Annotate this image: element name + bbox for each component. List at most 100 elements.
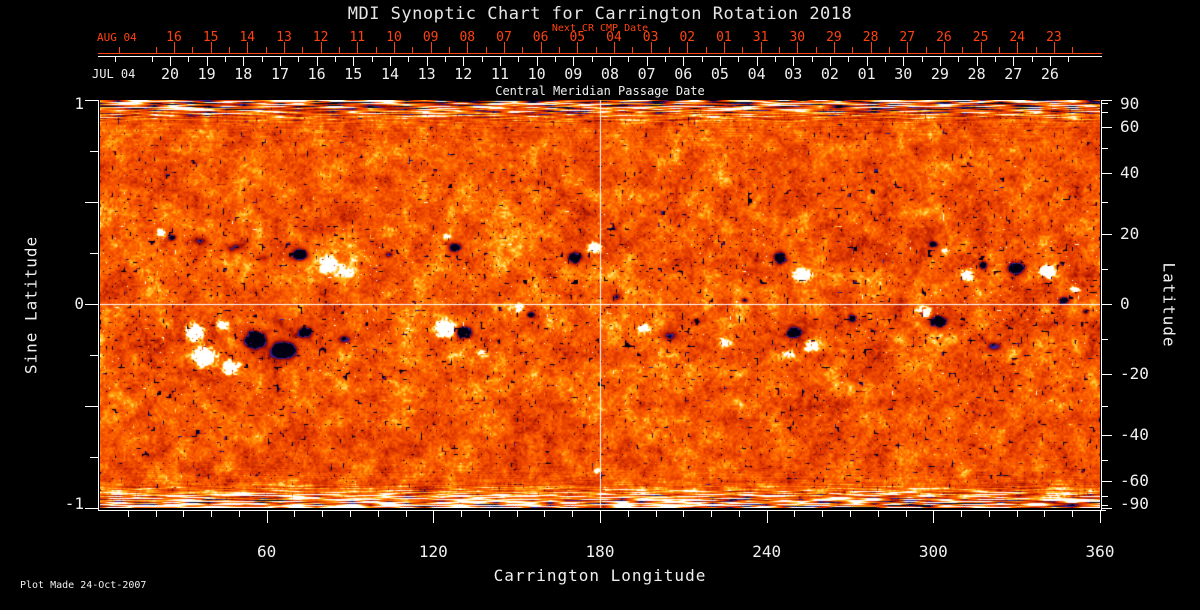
next-cr-minor-tick <box>596 47 597 53</box>
next-cr-tick-label: 01 <box>716 30 732 45</box>
cmp-minor-tick <box>702 56 703 62</box>
longitude-major-tick <box>433 510 434 523</box>
next-cr-tick-label: 03 <box>642 30 659 45</box>
cmp-tick-label: 03 <box>784 65 803 83</box>
next-cr-major-tick <box>981 42 982 53</box>
next-cr-major-tick <box>871 42 872 53</box>
longitude-minor-tick <box>489 510 490 517</box>
cmp-tick-label: 01 <box>857 65 876 83</box>
cmp-tick-label: 19 <box>197 65 216 83</box>
sine-lat-minor-tick <box>90 151 98 152</box>
sine-lat-major-tick <box>85 202 98 203</box>
cmp-tick-label: 15 <box>344 65 363 83</box>
sine-lat-tick-label: 1 <box>74 94 84 113</box>
next-cr-tick-label: 24 <box>1009 30 1026 45</box>
latitude-major-tick <box>1101 481 1112 482</box>
cmp-axis-title: Central Meridian Passage Date <box>495 84 705 98</box>
next-cr-tick-label: 30 <box>789 30 806 45</box>
longitude-tick-label: 360 <box>1085 542 1115 561</box>
longitude-minor-tick <box>961 510 962 517</box>
cmp-minor-tick <box>555 56 556 62</box>
next-cr-major-tick <box>357 42 358 53</box>
next-cr-major-tick <box>907 42 908 53</box>
cmp-minor-tick <box>885 56 886 62</box>
cmp-tick-label: 07 <box>637 65 656 83</box>
latitude-minor-tick <box>1101 496 1108 497</box>
latitude-major-tick <box>1101 374 1112 375</box>
longitude-minor-tick <box>517 510 518 517</box>
cmp-major-tick <box>243 56 244 66</box>
cmp-tick-label: 16 <box>307 65 326 83</box>
cmp-major-tick <box>427 56 428 66</box>
next-cr-month-label: AUG 04 <box>97 31 137 44</box>
longitude-minor-tick <box>850 510 851 517</box>
next-cr-minor-tick <box>266 47 267 53</box>
latitude-major-tick <box>1101 173 1112 174</box>
latitude-minor-tick <box>1101 406 1108 407</box>
next-cr-minor-tick <box>412 47 413 53</box>
latitude-tick-label: -20 <box>1120 363 1149 383</box>
sine-lat-minor-tick <box>90 253 98 254</box>
cmp-minor-tick <box>298 56 299 62</box>
next-cr-tick-label: 14 <box>239 30 256 45</box>
cmp-tick-label: 27 <box>1004 65 1023 83</box>
latitude-minor-tick <box>1101 148 1108 149</box>
next-cr-minor-tick <box>926 47 927 53</box>
cmp-minor-tick <box>738 56 739 62</box>
longitude-tick-label: 180 <box>585 542 615 561</box>
cmp-minor-tick <box>152 56 153 62</box>
next-cr-major-tick <box>394 42 395 53</box>
cmp-tick-label: 09 <box>564 65 583 83</box>
cmp-major-tick <box>317 56 318 66</box>
cmp-tick-label: 04 <box>747 65 766 83</box>
next-cr-tick-label: 06 <box>532 30 549 45</box>
cmp-minor-tick <box>922 56 923 62</box>
next-cr-minor-tick <box>156 47 157 53</box>
next-cr-major-tick <box>467 42 468 53</box>
next-cr-tick-label: 04 <box>606 30 622 45</box>
cmp-major-tick <box>903 56 904 66</box>
longitude-major-tick <box>933 510 934 523</box>
cmp-major-tick <box>683 56 684 66</box>
cmp-minor-tick <box>518 56 519 62</box>
next-cr-tick-label: 28 <box>862 30 879 45</box>
latitude-tick-label: -90 <box>1120 494 1149 513</box>
next-cr-tick-label: 11 <box>349 30 366 45</box>
cmp-minor-tick <box>335 56 336 62</box>
cmp-tick-label: 14 <box>380 65 399 83</box>
longitude-minor-tick <box>794 510 795 517</box>
next-cr-major-tick <box>797 42 798 53</box>
next-cr-major-tick <box>687 42 688 53</box>
longitude-tick-label: 300 <box>918 542 948 561</box>
next-cr-minor-tick <box>852 47 853 53</box>
cmp-tick-label: 20 <box>160 65 180 83</box>
next-cr-axis-line <box>98 53 1102 54</box>
next-cr-tick-label: 10 <box>386 30 402 45</box>
longitude-minor-tick <box>906 510 907 517</box>
next-cr-tick-label: 15 <box>202 30 219 45</box>
next-cr-minor-tick <box>302 47 303 53</box>
cmp-minor-tick <box>188 56 189 62</box>
cmp-major-tick <box>1013 56 1014 66</box>
next-cr-tick-label: 07 <box>496 30 512 45</box>
x-axis-title: Carrington Longitude <box>493 566 707 585</box>
next-cr-minor-tick <box>559 47 560 53</box>
next-cr-major-tick <box>431 42 432 53</box>
longitude-minor-tick <box>1044 510 1045 517</box>
next-cr-tick-label: 27 <box>899 30 916 45</box>
next-cr-tick-label: 02 <box>679 30 696 45</box>
cmp-major-tick <box>977 56 978 66</box>
cmp-major-tick <box>207 56 208 66</box>
longitude-minor-tick <box>406 510 407 517</box>
latitude-minor-tick <box>1101 339 1108 340</box>
next-cr-minor-tick <box>632 47 633 53</box>
cmp-tick-label: 02 <box>820 65 839 83</box>
cmp-tick-label: 10 <box>527 65 546 83</box>
sine-lat-minor-tick <box>90 457 98 458</box>
longitude-major-tick <box>767 510 768 523</box>
cmp-minor-tick <box>848 56 849 62</box>
next-cr-minor-tick <box>889 47 890 53</box>
next-cr-major-tick <box>211 42 212 53</box>
next-cr-major-tick <box>247 42 248 53</box>
magnetogram-image <box>100 100 1100 508</box>
